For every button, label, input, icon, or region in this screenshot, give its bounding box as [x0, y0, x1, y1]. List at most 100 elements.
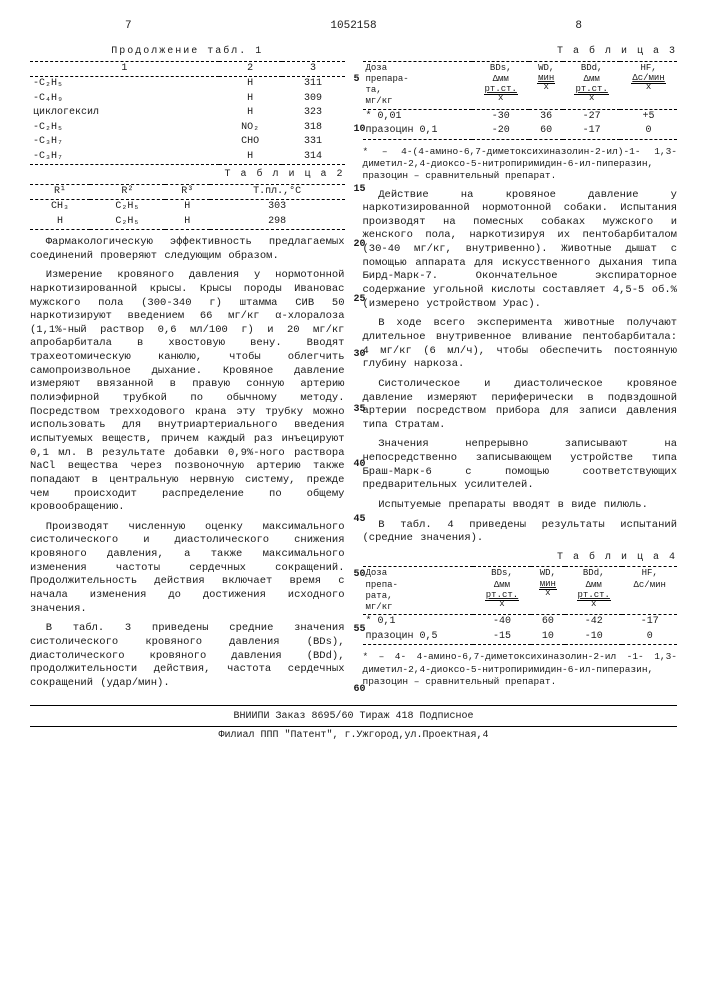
cell: C₂H₅ [90, 200, 165, 215]
line-marker: 60 [354, 684, 366, 697]
cell: 36 [529, 109, 563, 124]
table-3: Дозапрепара-та,мг/кг BDs,Δммрт.ст.x WD,м… [363, 61, 678, 140]
cell: -C₃H₇ [30, 135, 219, 150]
t3-head: HF,Δс/минx [620, 61, 677, 109]
cell: 311 [282, 77, 345, 92]
left-body-text: Фармакологическую эффективность предлага… [30, 236, 345, 691]
line-marker: 45 [354, 514, 366, 527]
line-marker: 10 [354, 124, 366, 137]
line-marker: 15 [354, 184, 366, 197]
cell: празоцин 0,1 [363, 124, 473, 139]
t4-head: BDs,Δммрт.ст.x [473, 567, 530, 615]
page-footer: ВНИИПИ Заказ 8695/60 Тираж 418 Подписное… [30, 705, 677, 743]
paragraph: Действие на кровяное давление у наркотиз… [363, 189, 678, 312]
cell: 60 [529, 124, 563, 139]
t2-head: Т.пл.,°С [210, 184, 345, 200]
cell: -42 [565, 615, 622, 630]
cell: H [219, 150, 282, 165]
t3-head: BDd,Δммрт.ст.x [563, 61, 620, 109]
table3-title: Т а б л и ц а 3 [363, 46, 678, 59]
cell: H [165, 215, 210, 230]
cell: C₂H₅ [90, 215, 165, 230]
t2-head: R¹ [30, 184, 90, 200]
line-marker: 35 [354, 404, 366, 417]
cell: -C₃H₇ [30, 150, 219, 165]
cell: H [219, 77, 282, 92]
line-marker: 30 [354, 349, 366, 362]
paragraph: Значения непрерывно записывают на непоср… [363, 438, 678, 493]
line-marker: 55 [354, 624, 366, 637]
cell: * 0,1 [363, 615, 474, 630]
cell: 318 [282, 121, 345, 136]
t1-head: 2 [219, 61, 282, 77]
paragraph: В табл. 4 приведены результаты испытаний… [363, 519, 678, 546]
t2-head: R³ [165, 184, 210, 200]
cell: +5 [620, 109, 677, 124]
two-column-layout: 5 10 15 20 25 30 35 40 45 50 55 60 Продо… [30, 44, 677, 697]
t3-head: BDs,Δммрт.ст.x [472, 61, 529, 109]
cell: 298 [210, 215, 345, 230]
cell: -C₂H₅ [30, 77, 219, 92]
table2-title: Т а б л и ц а 2 [30, 169, 345, 182]
page-num-left: 7 [125, 20, 132, 34]
cell: H [30, 215, 90, 230]
paragraph: В табл. 3 приведены средние значения сис… [30, 622, 345, 690]
page-num-center: 1052158 [330, 20, 376, 34]
footer-separator [30, 726, 677, 727]
cell: 303 [210, 200, 345, 215]
cell: -27 [563, 109, 620, 124]
t4-head: HF,Δс/мин [622, 567, 677, 615]
right-column: Т а б л и ц а 3 Дозапрепара-та,мг/кг BDs… [363, 44, 678, 697]
cell: CHO [219, 135, 282, 150]
cell: -C₄H₉ [30, 92, 219, 107]
cell: -C₂H₅ [30, 121, 219, 136]
paragraph: Фармакологическую эффективность предлага… [30, 236, 345, 263]
table-4: Дозапрепа-рата,мг/кг BDs,Δммрт.ст.x WD,м… [363, 566, 678, 645]
line-marker: 40 [354, 459, 366, 472]
footer-line-1: ВНИИПИ Заказ 8695/60 Тираж 418 Подписное [30, 711, 677, 724]
cell: циклогексил [30, 106, 219, 121]
cell: -20 [472, 124, 529, 139]
cell: H [219, 106, 282, 121]
t1-head: 1 [30, 61, 219, 77]
table4-footnote: * – 4- 4-амино-6,7-диметоксихиназолин-2-… [363, 651, 678, 688]
cell: CH₃ [30, 200, 90, 215]
cell: 331 [282, 135, 345, 150]
table-1-continued: 1 2 3 -C₂H₅H311 -C₄H₉H309 циклогексилH32… [30, 61, 345, 166]
cell: H [219, 92, 282, 107]
footer-line-2: Филиал ППП "Патент", г.Ужгород,ул.Проект… [30, 730, 677, 743]
t4-head: BDd,Δммрт.ст.x [565, 567, 622, 615]
paragraph: В ходе всего эксперимента животные получ… [363, 317, 678, 372]
paragraph: Производят численную оценку максимальног… [30, 521, 345, 616]
t1-head: 3 [282, 61, 345, 77]
cell: 10 [531, 630, 565, 645]
table3-footnote: * – 4-(4-амино-6,7-диметоксихиназолин-2-… [363, 146, 678, 183]
cell: -30 [472, 109, 529, 124]
t4-head: WD,минx [531, 567, 565, 615]
cell: 60 [531, 615, 565, 630]
table4-title: Т а б л и ц а 4 [363, 552, 678, 565]
t4-head: Дозапрепа-рата,мг/кг [363, 567, 474, 615]
cell: 0 [622, 630, 677, 645]
left-column: Продолжение табл. 1 1 2 3 -C₂H₅H311 -C₄H… [30, 44, 345, 697]
cell: -10 [565, 630, 622, 645]
paragraph: Измерение кровяного давления у нормотонн… [30, 269, 345, 515]
cell: -17 [563, 124, 620, 139]
table-2: R¹ R² R³ Т.пл.,°С CH₃C₂H₅H303 HC₂H₅H298 [30, 184, 345, 231]
cell: празоцин 0,5 [363, 630, 474, 645]
t3-head: WD,минx [529, 61, 563, 109]
cell: 309 [282, 92, 345, 107]
t3-head: Дозапрепара-та,мг/кг [363, 61, 473, 109]
paragraph: Испытуемые препараты вводят в виде пилюл… [363, 499, 678, 513]
right-body-text: Действие на кровяное давление у наркотиз… [363, 189, 678, 546]
line-marker: 20 [354, 239, 366, 252]
cell: * 0,01 [363, 109, 473, 124]
line-marker: 5 [354, 74, 360, 87]
cell: 323 [282, 106, 345, 121]
line-marker: 25 [354, 294, 366, 307]
table1-cont-title: Продолжение табл. 1 [30, 46, 345, 59]
cell: 0 [620, 124, 677, 139]
cell: 314 [282, 150, 345, 165]
paragraph: Систолическое и диастолическое кровяное … [363, 378, 678, 433]
cell: -40 [473, 615, 530, 630]
